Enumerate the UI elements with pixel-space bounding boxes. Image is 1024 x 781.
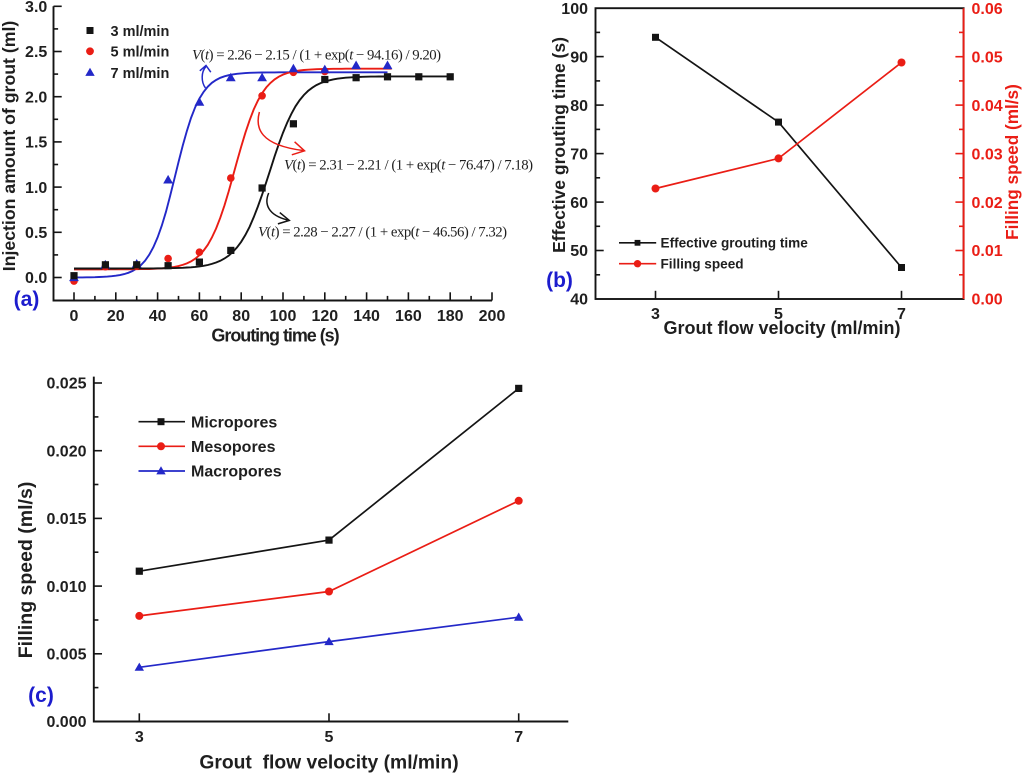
svg-text:V(t) = 2.28 − 2.27 / (1 + exp(: V(t) = 2.28 − 2.27 / (1 + exp(t − 46.56)… [258, 225, 507, 241]
svg-text:160: 160 [395, 308, 422, 325]
svg-text:Grout flow velocity (ml/min): Grout flow velocity (ml/min) [199, 753, 458, 774]
svg-text:0.03: 0.03 [972, 146, 1003, 163]
svg-text:Injection amount of grout (ml): Injection amount of grout (ml) [0, 21, 19, 272]
svg-text:1.5: 1.5 [25, 135, 47, 152]
svg-text:1.0: 1.0 [25, 180, 47, 197]
svg-text:Macropores: Macropores [191, 464, 282, 481]
svg-text:0.01: 0.01 [972, 243, 1003, 260]
svg-text:V(t) = 2.26 − 2.15 / (1 + exp(: V(t) = 2.26 − 2.15 / (1 + exp(t − 94.16)… [192, 48, 441, 64]
svg-text:Effective grouting time: Effective grouting time [661, 236, 809, 251]
svg-text:0.05: 0.05 [972, 49, 1003, 66]
svg-text:40: 40 [570, 292, 588, 309]
svg-text:2.0: 2.0 [25, 89, 47, 106]
svg-text:(c): (c) [28, 684, 54, 707]
svg-text:20: 20 [107, 308, 125, 325]
svg-text:Grouting time (s): Grouting time (s) [211, 326, 339, 346]
svg-text:0.0: 0.0 [25, 270, 47, 287]
svg-text:7 ml/min: 7 ml/min [111, 66, 170, 82]
svg-text:200: 200 [479, 308, 506, 325]
svg-text:Filling speed (ml/s): Filling speed (ml/s) [1002, 84, 1022, 240]
svg-text:120: 120 [311, 308, 338, 325]
svg-text:0.025: 0.025 [46, 376, 86, 393]
svg-text:7: 7 [514, 729, 523, 746]
svg-text:0.000: 0.000 [46, 714, 86, 731]
svg-text:Grout flow velocity (ml/min): Grout flow velocity (ml/min) [663, 318, 900, 338]
svg-text:3 ml/min: 3 ml/min [111, 24, 170, 40]
svg-text:100: 100 [561, 1, 588, 18]
svg-text:Micropores: Micropores [191, 414, 277, 431]
svg-text:5: 5 [325, 729, 334, 746]
svg-text:100: 100 [270, 308, 297, 325]
svg-text:V(t) = 2.31 − 2.21 / (1 + exp(: V(t) = 2.31 − 2.21 / (1 + exp(t − 76.47)… [284, 158, 533, 174]
svg-text:0.020: 0.020 [46, 443, 86, 460]
svg-text:0.06: 0.06 [972, 1, 1003, 18]
svg-text:Filling speed: Filling speed [661, 257, 744, 272]
svg-text:0.015: 0.015 [46, 511, 86, 528]
svg-text:0.04: 0.04 [972, 98, 1003, 115]
svg-text:60: 60 [191, 308, 209, 325]
svg-text:3.0: 3.0 [25, 0, 47, 16]
svg-text:70: 70 [570, 146, 588, 163]
svg-text:3: 3 [651, 306, 660, 323]
svg-text:80: 80 [570, 98, 588, 115]
svg-text:Filling speed (ml/s): Filling speed (ml/s) [15, 482, 37, 659]
svg-text:Effective grouting time (s): Effective grouting time (s) [549, 37, 569, 253]
svg-text:90: 90 [570, 49, 588, 66]
svg-text:40: 40 [149, 308, 167, 325]
svg-text:0.005: 0.005 [46, 647, 86, 664]
svg-text:(b): (b) [546, 269, 573, 292]
svg-text:0.02: 0.02 [972, 195, 1003, 212]
svg-text:5 ml/min: 5 ml/min [111, 45, 170, 61]
svg-text:7: 7 [897, 306, 906, 323]
svg-text:0.5: 0.5 [25, 225, 47, 242]
svg-text:0.00: 0.00 [972, 292, 1003, 309]
svg-text:60: 60 [570, 195, 588, 212]
svg-text:5: 5 [774, 306, 783, 323]
svg-text:0: 0 [70, 308, 79, 325]
svg-text:80: 80 [232, 308, 250, 325]
svg-text:2.5: 2.5 [25, 44, 47, 61]
svg-text:140: 140 [353, 308, 380, 325]
svg-text:180: 180 [437, 308, 464, 325]
svg-text:3: 3 [135, 729, 144, 746]
svg-text:(a): (a) [14, 288, 40, 311]
svg-text:Mesopores: Mesopores [191, 439, 276, 456]
svg-text:50: 50 [570, 243, 588, 260]
svg-text:0.010: 0.010 [46, 579, 86, 596]
